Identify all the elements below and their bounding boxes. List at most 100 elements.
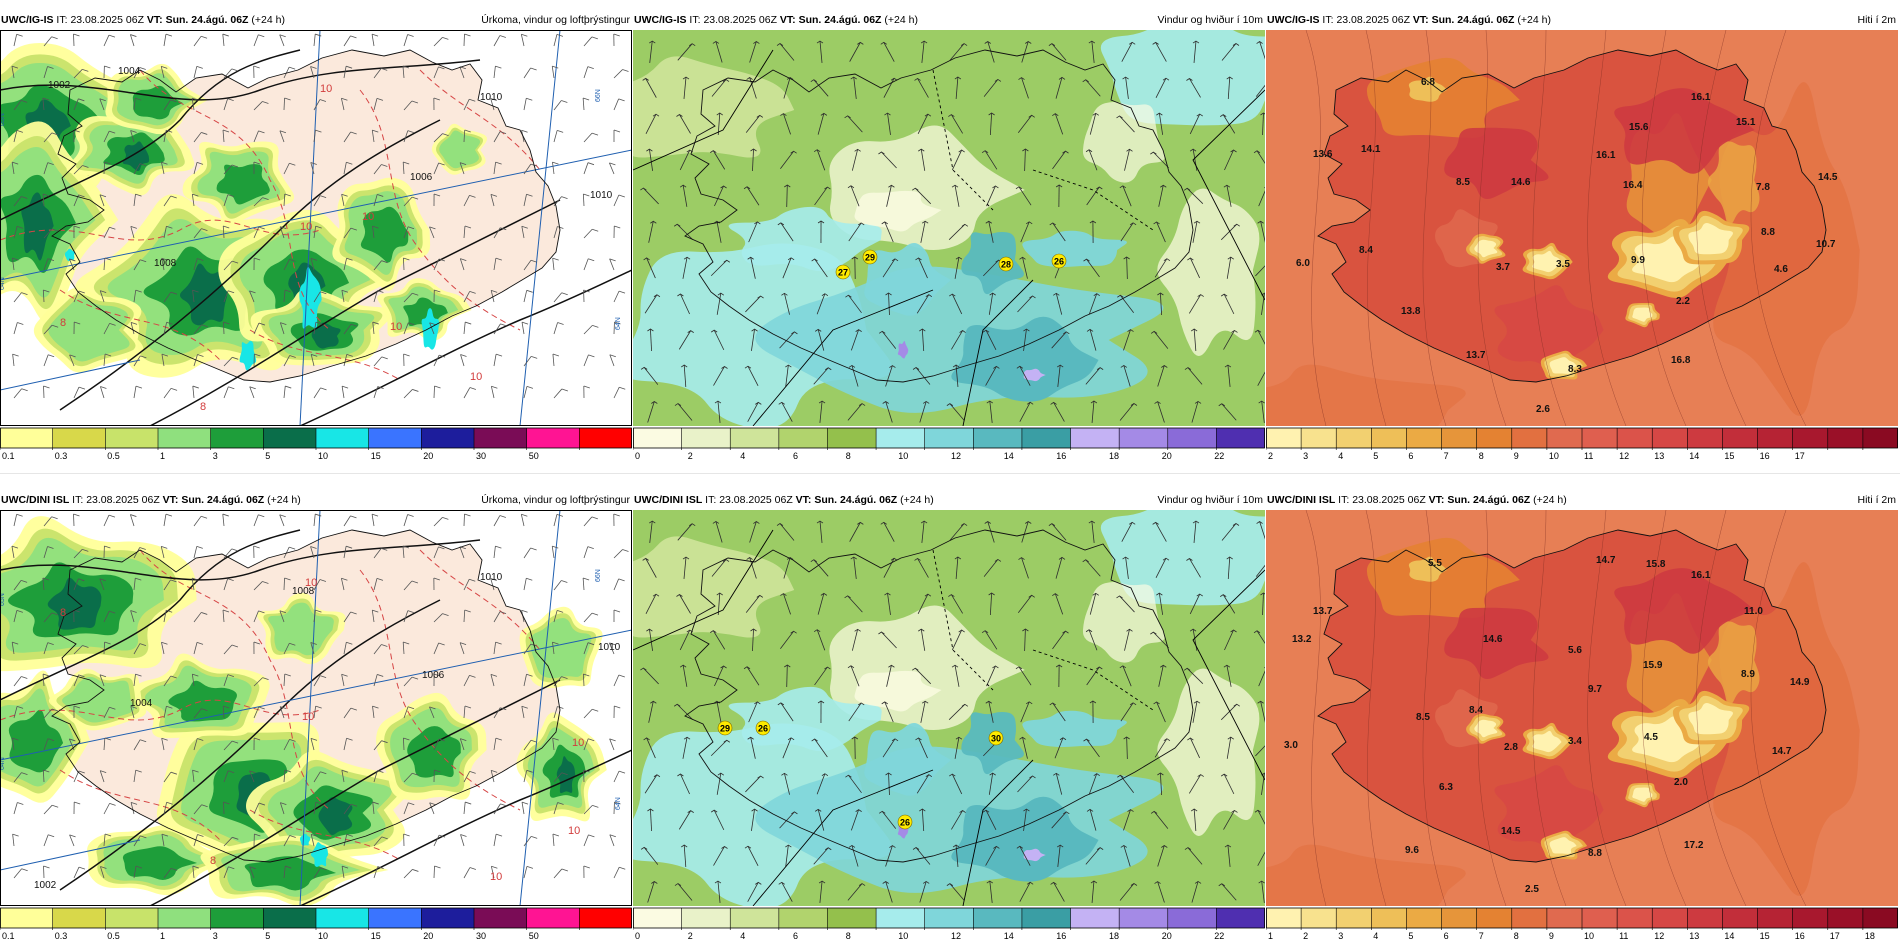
wind-arrow: [1191, 881, 1199, 903]
wind-barb: [553, 706, 558, 719]
wind-barb: [161, 833, 169, 837]
wind-barb: [163, 388, 172, 399]
vt-value: Sun. 24.ágú. 06Z: [1447, 494, 1531, 506]
wind-arrow: [920, 520, 928, 524]
wind-arrow: [1255, 84, 1265, 97]
wind-barb: [42, 193, 50, 197]
wind-barb: [320, 387, 327, 391]
wind-barb: [135, 769, 142, 773]
legend-swatch: [1687, 428, 1723, 448]
wind-barb: [464, 129, 471, 133]
model-name: UWC/DINI ISL: [1267, 494, 1336, 506]
wind-barb: [253, 706, 260, 719]
wind-barb: [469, 98, 476, 102]
wind-barb: [433, 673, 441, 677]
wind-barb: [253, 545, 260, 549]
wind-barb: [284, 97, 291, 101]
wind-barb: [280, 322, 287, 325]
wind-arrow: [1158, 185, 1164, 207]
wind-arrow: [818, 400, 826, 404]
wind-barb: [192, 385, 199, 389]
wind-barb: [343, 707, 352, 719]
wind-arrow: [1048, 43, 1056, 46]
legend-frame: [0, 427, 632, 449]
wind-barb: [42, 673, 50, 677]
wind-barb: [262, 101, 269, 104]
wind-barb: [343, 162, 347, 175]
wind-barb: [553, 802, 558, 815]
wind-barb: [163, 195, 172, 207]
region-line: [633, 529, 774, 651]
grid-line: [0, 839, 141, 871]
legend-label: 8: [1479, 451, 1484, 461]
wind-barb: [133, 259, 141, 271]
temp-contour: [1587, 30, 1627, 426]
temp-contour: [1750, 30, 1807, 426]
wind-barb: [12, 258, 15, 271]
wind-arrow: [1126, 736, 1128, 760]
wind-barb: [223, 260, 233, 271]
wind-barb: [231, 164, 239, 168]
wind-arrow: [1230, 629, 1237, 633]
wind-arrow: [845, 774, 852, 778]
wind-arrow: [1050, 881, 1057, 885]
wind-barb: [11, 162, 15, 175]
wind-barb: [192, 290, 195, 303]
wind-barb: [493, 707, 501, 719]
wind-barb: [253, 641, 261, 645]
wind-arrow: [1188, 294, 1202, 314]
wind-arrow: [847, 595, 863, 613]
wind-arrow: [1191, 401, 1199, 423]
wind-arrow: [955, 256, 963, 260]
temp-contour: [1477, 510, 1507, 906]
wind-arrow: [1223, 330, 1235, 350]
wind-barb: [13, 100, 22, 111]
legend-frame: [0, 907, 632, 929]
legend-label: 0.1: [2, 451, 15, 461]
wind-barb: [343, 546, 347, 559]
wind-barb: [161, 161, 168, 165]
wind-barb: [490, 674, 495, 687]
wind-arrow: [1153, 331, 1169, 349]
wind-barb: [412, 292, 419, 296]
it-label: IT:: [72, 494, 84, 506]
panel-title: Hiti í 2m: [1857, 14, 1896, 26]
wind-arrow: [1157, 881, 1165, 903]
wind-barb: [43, 865, 50, 869]
wind-barb: [350, 131, 357, 135]
wind-arrow: [674, 883, 682, 886]
wind-barb: [493, 834, 497, 847]
legend-label: 0.1: [2, 931, 15, 941]
wind-arrow: [1227, 76, 1231, 100]
wind-barb: [170, 867, 178, 871]
wind-barb: [222, 130, 225, 143]
legend-swatch: [1216, 908, 1265, 928]
wind-barb: [561, 676, 568, 680]
wind-arrow: [1122, 76, 1129, 80]
wind-barb: [372, 705, 379, 709]
wind-barb: [12, 353, 19, 357]
wind-arrow: [847, 883, 863, 901]
gust-value: 29: [720, 724, 730, 734]
temperature-value: 9.7: [1588, 684, 1602, 695]
panel-title: Vindur og hviður í 10m: [1157, 494, 1263, 506]
wind-arrow: [640, 366, 648, 370]
wind-arrow: [851, 365, 859, 387]
wind-barb: [135, 289, 142, 293]
wind-arrow: [1232, 523, 1240, 526]
wind-arrow: [1223, 810, 1235, 830]
wind-barb: [523, 770, 528, 783]
wind-barb: [315, 129, 322, 133]
wind-barb: [433, 354, 440, 367]
wind-barb: [82, 548, 89, 552]
wind-arrow: [989, 881, 993, 903]
wind-arrow: [955, 736, 963, 740]
wind-barb: [13, 676, 22, 687]
legend-swatch: [474, 428, 528, 448]
wind-barb: [227, 578, 234, 581]
gust-marker: [717, 720, 733, 736]
wind-arrow: [890, 77, 898, 81]
color-legend: 1 2 3 4 5 6 7 8 9 10 11 12 13 14 15 16 17 18: [1266, 906, 1898, 944]
wind-barb: [170, 771, 178, 775]
wind-arrow: [1048, 523, 1056, 526]
